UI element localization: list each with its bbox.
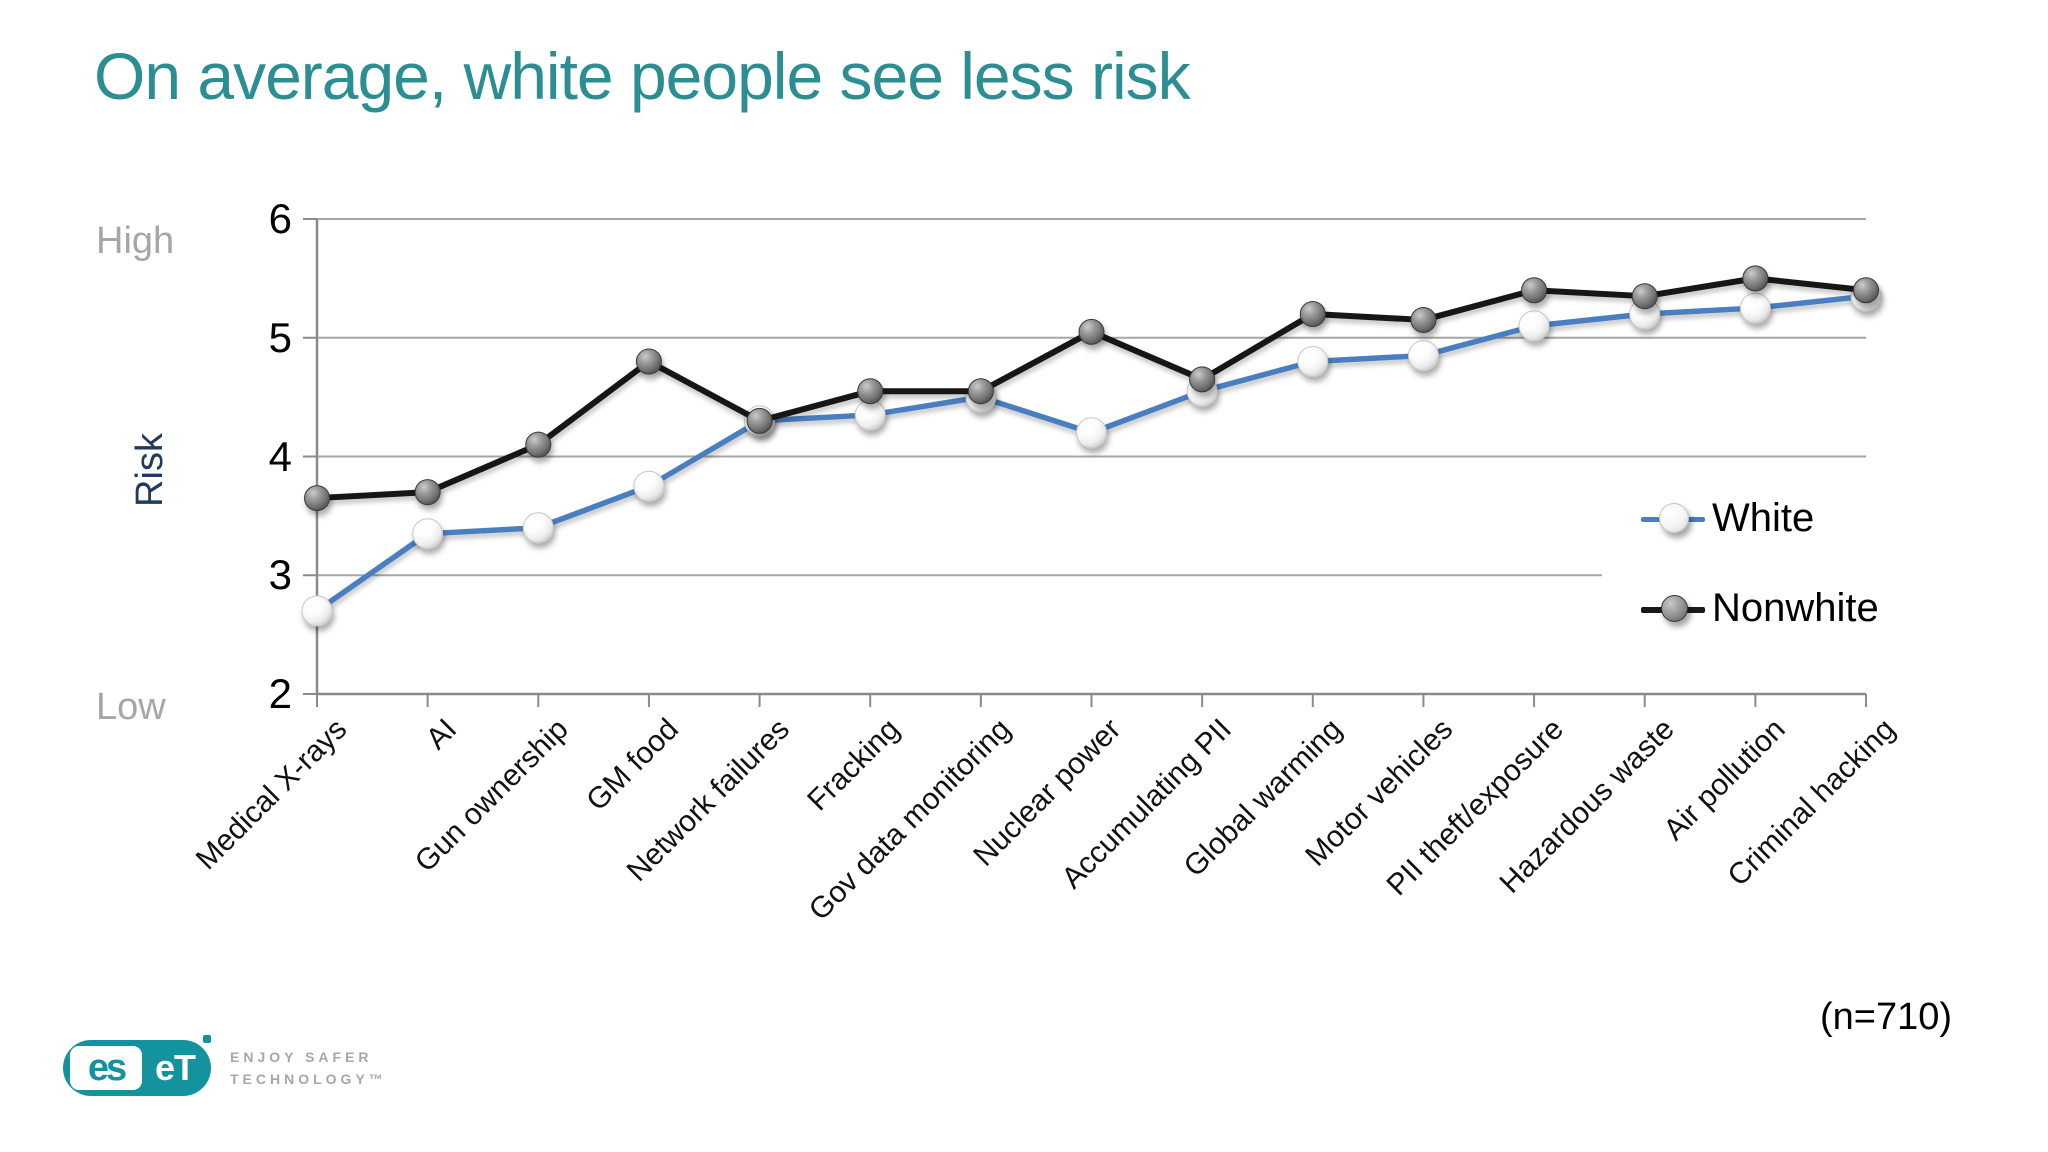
data-point-marker	[525, 431, 552, 458]
y-axis-low-label: Low	[96, 686, 166, 728]
y-tick-label: 3	[268, 551, 292, 599]
y-axis-title: Risk	[129, 433, 171, 507]
data-point-marker	[1407, 340, 1439, 372]
legend-white-label: White	[1712, 496, 1815, 540]
data-point-marker	[1076, 417, 1107, 449]
data-point-marker	[1853, 277, 1879, 304]
data-point-marker	[1189, 366, 1216, 393]
eset-logo-es-text: es	[70, 1046, 142, 1090]
data-point-marker	[301, 595, 333, 627]
data-point-marker	[304, 485, 330, 512]
data-point-marker	[1742, 265, 1769, 292]
y-tick-label: 4	[268, 432, 292, 480]
series-nonwhite	[304, 265, 1879, 512]
data-point-marker	[746, 407, 773, 434]
data-point-marker	[1299, 301, 1326, 327]
x-category-label: Gov data monitoring	[802, 712, 1017, 927]
eset-logo-dot-icon	[203, 1035, 211, 1043]
x-category-label: AI	[420, 712, 464, 756]
legend-white-marker-icon	[1659, 503, 1689, 533]
x-category-label: Medical X-rays	[189, 712, 353, 877]
data-point-marker	[522, 512, 554, 544]
data-point-marker	[412, 518, 444, 550]
eset-logo-et-text: eT	[154, 1047, 196, 1088]
sample-size-note: (n=710)	[1820, 996, 1953, 1038]
data-point-marker	[967, 378, 994, 405]
y-axis-high-label: High	[96, 220, 175, 262]
data-point-marker	[1518, 310, 1550, 342]
data-point-marker	[633, 470, 665, 502]
eset-tagline-line2: TECHNOLOGY™	[230, 1071, 387, 1087]
y-tick-label: 6	[268, 195, 292, 242]
legend-background	[1602, 468, 1932, 664]
y-tick-label: 5	[268, 313, 292, 361]
data-point-marker	[1297, 346, 1329, 377]
data-point-marker	[1078, 318, 1105, 345]
legend-nonwhite-label: Nonwhite	[1712, 586, 1879, 630]
data-point-marker	[1739, 292, 1771, 324]
data-point-marker	[635, 348, 662, 375]
data-point-marker	[857, 378, 884, 405]
data-point-marker	[1410, 306, 1437, 333]
x-category-label: Fracking	[801, 712, 907, 818]
data-point-marker	[1631, 283, 1658, 310]
page-title: On average, white people see less risk	[94, 39, 1191, 113]
data-point-marker	[1521, 277, 1548, 304]
data-point-marker	[414, 479, 441, 506]
y-tick-label: 2	[268, 670, 292, 717]
eset-tagline-line1: ENJOY SAFER	[230, 1049, 373, 1065]
legend-nonwhite-marker-icon	[1661, 595, 1688, 622]
x-category-label: GM food	[580, 712, 685, 818]
